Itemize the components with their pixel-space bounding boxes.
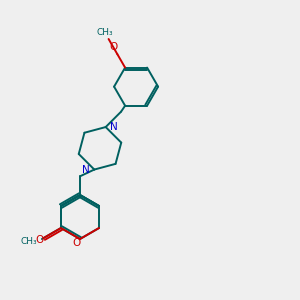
Text: CH₃: CH₃ [97,28,113,38]
Text: N: N [82,165,89,175]
Text: O: O [72,238,80,248]
Text: O: O [109,42,118,52]
Text: N: N [110,122,117,132]
Text: CH₃: CH₃ [20,236,37,245]
Text: O: O [35,236,44,245]
